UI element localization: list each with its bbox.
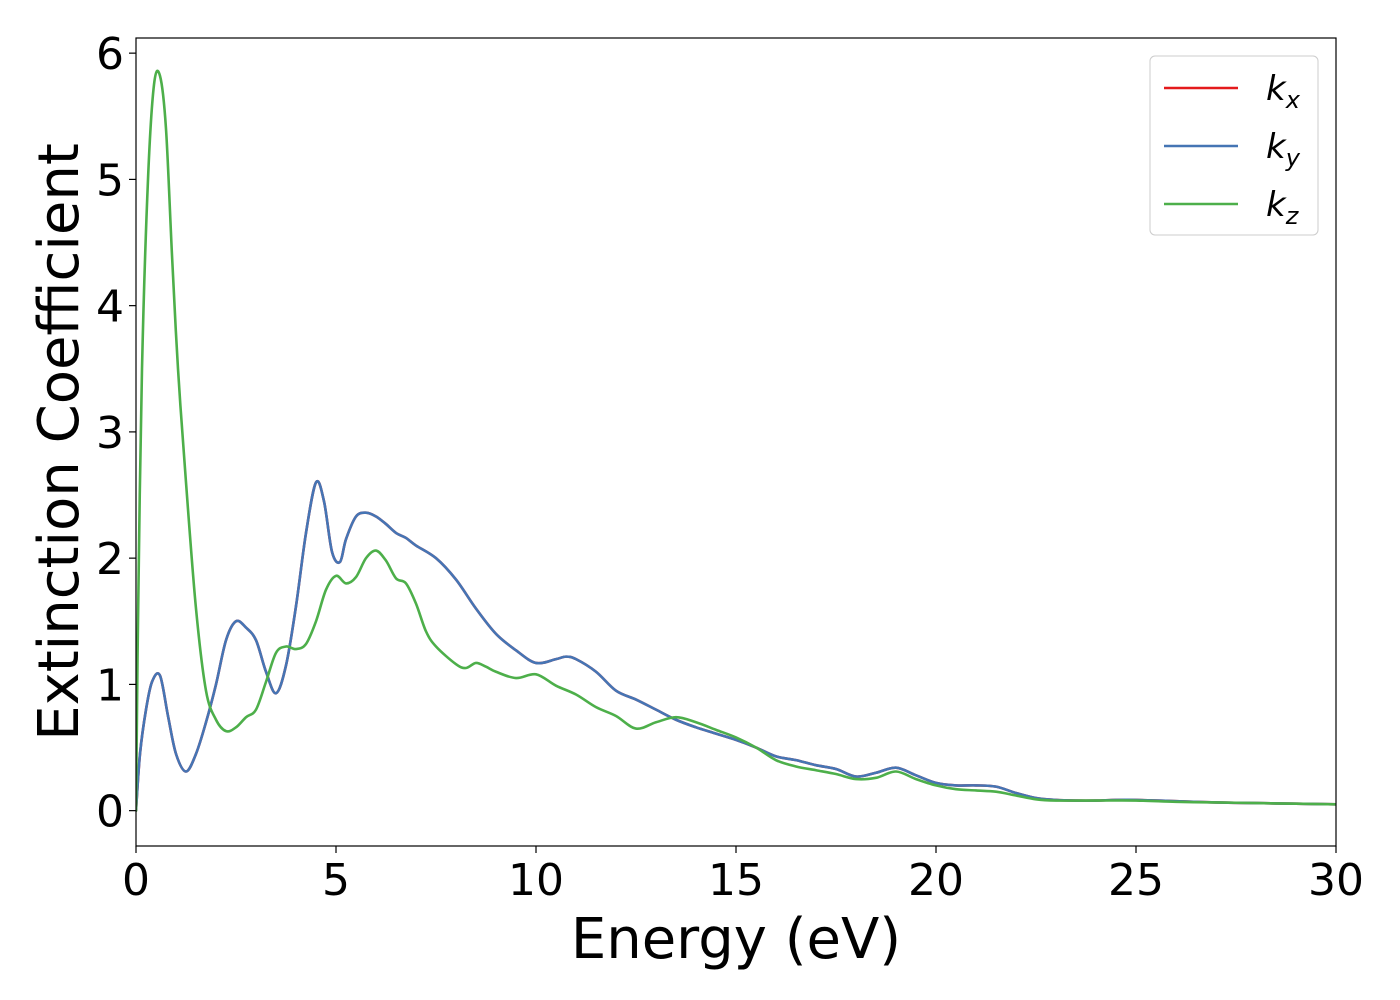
y-tick-label: 0: [96, 787, 124, 838]
y-tick-label: 4: [96, 282, 124, 333]
x-tick-label: 30: [1308, 855, 1364, 906]
x-tick-label: 25: [1108, 855, 1164, 906]
legend: kx ky kz: [1149, 55, 1319, 236]
y-tick-label: 3: [96, 408, 124, 459]
y-axis-ticks: 0 1 2 3 4 5 6: [96, 29, 136, 838]
y-tick-label: 6: [96, 29, 124, 80]
x-tick-label: 10: [508, 855, 564, 906]
legend-label-x: kx: [1266, 69, 1301, 114]
legend-label-y: ky: [1266, 127, 1301, 172]
x-axis-label: Energy (eV): [571, 907, 901, 972]
series-line-z: [136, 69, 1336, 812]
legend-label-z: kz: [1266, 185, 1300, 230]
plot-area: [136, 38, 1336, 846]
x-axis-ticks: 0 5 10 15 20 25 30: [122, 846, 1364, 906]
y-tick-label: 5: [96, 155, 124, 206]
y-tick-label: 1: [96, 660, 124, 711]
x-tick-label: 0: [122, 855, 150, 906]
x-tick-label: 15: [708, 855, 764, 906]
x-tick-label: 5: [322, 855, 350, 906]
y-axis-label: Extinction Coefficient: [27, 143, 92, 741]
series-line-y: [136, 479, 1336, 812]
y-tick-label: 2: [96, 534, 124, 585]
series-layer: [136, 69, 1336, 812]
x-tick-label: 20: [908, 855, 964, 906]
